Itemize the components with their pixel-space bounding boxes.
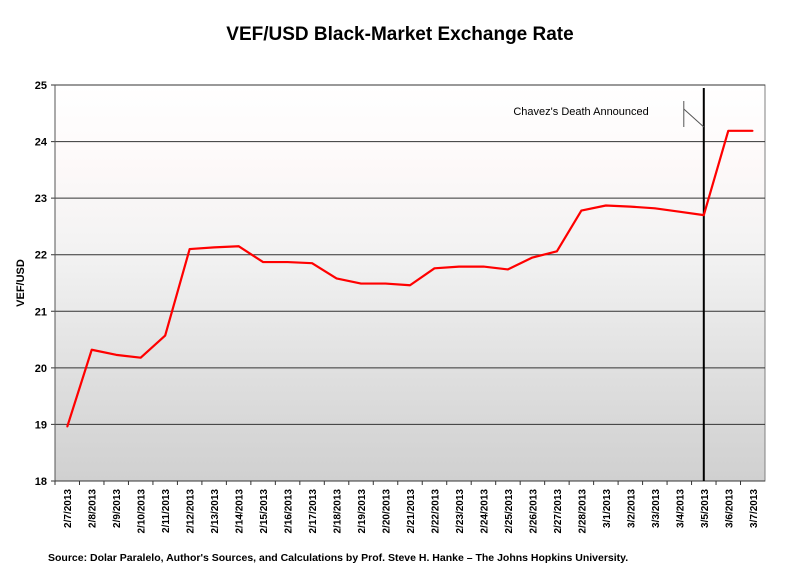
x-tick-label: 2/12/2013 [186,489,197,534]
x-tick-label: 2/25/2013 [504,489,515,534]
data-point [507,268,509,271]
data-point [90,348,93,351]
data-point [188,248,191,250]
data-point [286,261,289,263]
x-tick-label: 2/13/2013 [210,489,221,534]
x-tick-label: 3/2/2013 [626,489,637,528]
x-tick-label: 3/1/2013 [602,489,613,528]
y-tick-label: 23 [35,193,47,205]
x-tick-label: 2/10/2013 [137,489,148,534]
data-point [139,356,142,359]
y-axis-label: VEF/USD [15,259,27,307]
data-point [262,261,264,263]
x-tick-label: 2/23/2013 [455,489,466,534]
x-tick-label: 2/24/2013 [479,489,490,534]
data-point [556,250,558,253]
data-point [458,265,460,268]
source-note: Source: Dolar Paralelo, Author's Sources… [48,552,629,564]
x-tick-label: 2/16/2013 [284,489,295,534]
data-point [654,207,656,210]
x-tick-label: 2/28/2013 [577,489,588,534]
data-point [335,277,338,280]
x-tick-label: 2/14/2013 [235,489,246,534]
y-tick-label: 19 [35,419,47,431]
data-point [311,262,313,265]
data-point [409,284,411,287]
data-point [702,214,705,216]
data-point [66,425,69,428]
data-point [237,245,240,248]
data-point [115,354,118,356]
data-point [482,265,485,268]
data-point [164,334,166,337]
annotation-label: Chavez's Death Announced [513,106,648,118]
x-tick-label: 2/9/2013 [112,489,123,528]
data-point [531,256,534,259]
x-tick-label: 3/6/2013 [724,489,735,528]
x-tick-label: 2/22/2013 [430,489,441,534]
x-tick-label: 3/4/2013 [675,489,686,528]
x-tick-label: 2/8/2013 [88,489,99,528]
x-tick-label: 2/20/2013 [382,489,393,534]
x-tick-label: 2/21/2013 [406,489,417,534]
x-tick-label: 2/18/2013 [333,489,344,534]
y-tick-label: 24 [35,137,48,149]
y-tick-label: 25 [35,80,47,92]
x-tick-label: 3/3/2013 [651,489,662,528]
data-point [605,204,607,207]
data-point [751,130,754,132]
data-point [678,210,681,213]
x-tick-label: 2/15/2013 [259,489,270,534]
data-point [433,267,436,270]
data-point [629,205,632,208]
data-point [727,130,730,132]
data-point [213,246,215,249]
data-point [360,282,362,285]
x-tick-label: 2/11/2013 [161,489,172,533]
chart-title: VEF/USD Black-Market Exchange Rate [226,24,574,45]
y-tick-label: 22 [35,250,47,262]
data-point [580,209,583,212]
x-tick-label: 2/7/2013 [63,489,74,528]
y-tick-label: 21 [35,306,47,318]
x-tick-label: 3/5/2013 [700,489,711,528]
x-tick-label: 3/7/2013 [749,489,760,528]
data-point [384,282,387,285]
annotation-leader [683,108,705,128]
y-tick-label: 18 [35,476,47,488]
x-tick-label: 2/17/2013 [308,489,319,534]
x-tick-label: 2/19/2013 [357,489,368,534]
plot-area [54,84,766,482]
x-tick-label: 2/27/2013 [553,489,564,534]
x-tick-label: 2/26/2013 [528,489,539,534]
y-tick-label: 20 [35,363,47,375]
